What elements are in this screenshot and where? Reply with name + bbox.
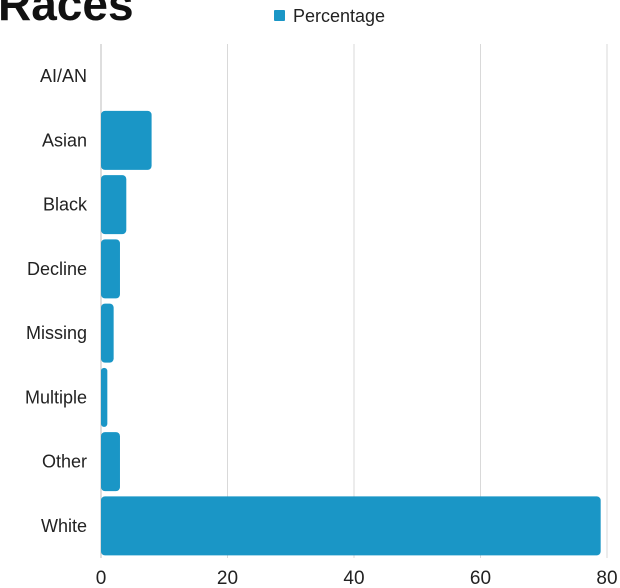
bar-other [101, 432, 120, 492]
x-tick-labels: 0 20 40 60 80 [96, 568, 618, 588]
category-label-asian: Asian [42, 130, 87, 150]
bar-decline [101, 239, 120, 299]
category-label-decline: Decline [27, 259, 87, 279]
category-label-other: Other [42, 452, 87, 472]
bar-asian [101, 110, 152, 170]
category-label-multiple: Multiple [25, 387, 87, 407]
chart-title: Races [0, 0, 134, 30]
category-labels: AI/AN Asian Black Decline Missing Multiple Oth… [25, 66, 88, 536]
bar-missing [101, 303, 114, 363]
category-label-black: Black [43, 195, 88, 215]
x-tick-label-60: 60 [470, 568, 491, 588]
legend-swatch [274, 10, 285, 21]
category-label-ai-an: AI/AN [40, 66, 87, 86]
category-label-white: White [41, 516, 87, 536]
x-tick-label-20: 20 [217, 568, 238, 588]
gridlines [100, 44, 608, 558]
x-tick-label-40: 40 [343, 568, 364, 588]
legend-label: Percentage [293, 6, 385, 26]
x-tick-label-0: 0 [96, 568, 107, 588]
bars [101, 110, 601, 556]
bar-multiple [101, 367, 108, 427]
bar-white [101, 496, 601, 556]
legend: Percentage [274, 6, 385, 26]
bar-black [101, 175, 127, 235]
category-label-missing: Missing [26, 323, 87, 343]
x-tick-label-80: 80 [596, 568, 617, 588]
